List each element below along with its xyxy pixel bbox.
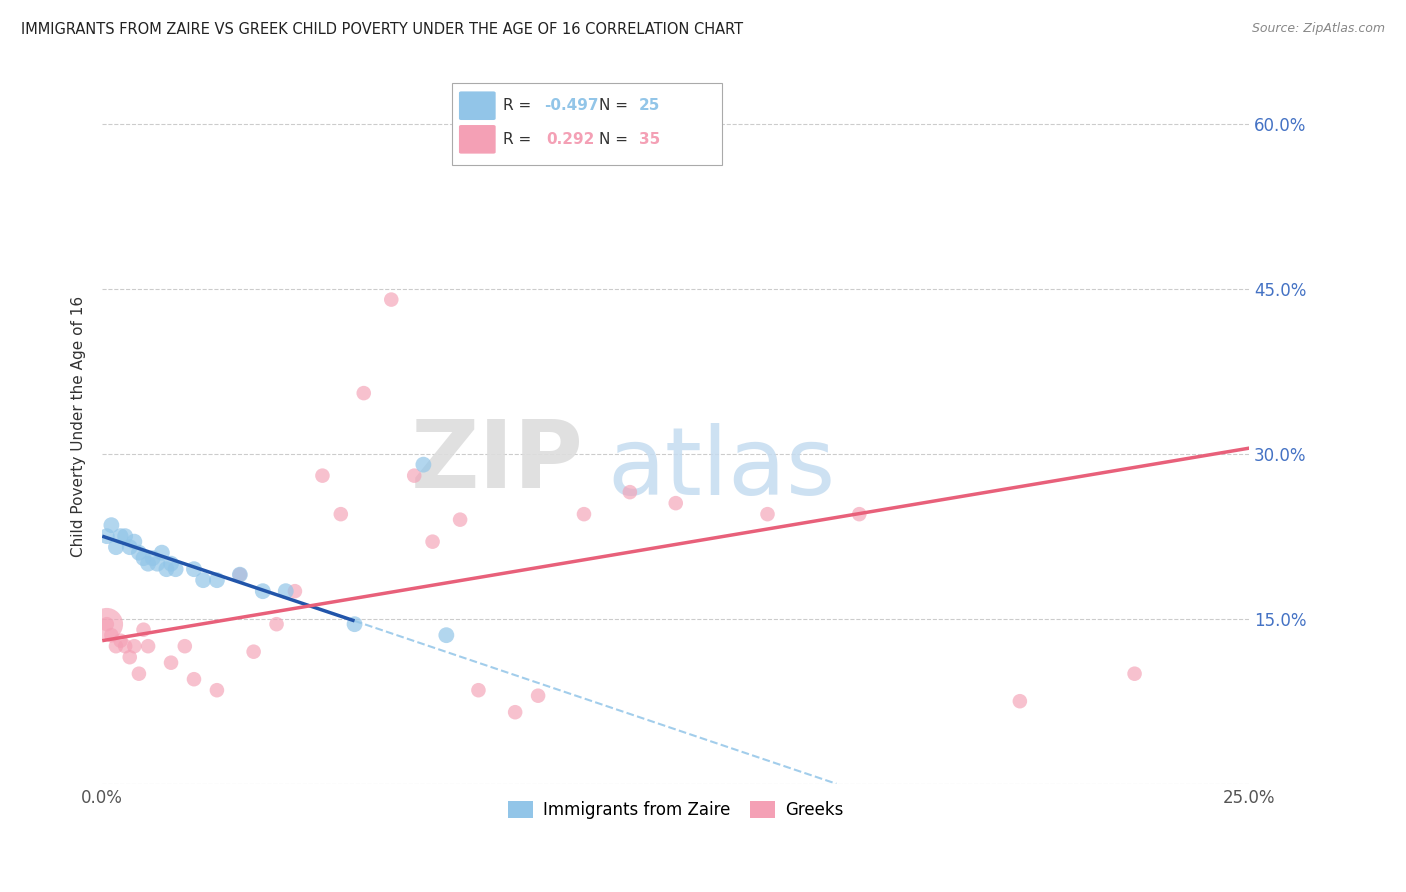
Point xyxy=(229,567,252,582)
Point xyxy=(1008,694,1031,708)
Point xyxy=(132,551,155,566)
Point xyxy=(284,584,307,599)
Point xyxy=(434,628,457,642)
Point xyxy=(150,546,173,560)
Point xyxy=(142,551,165,566)
Text: 25: 25 xyxy=(640,98,661,113)
Point xyxy=(104,540,127,554)
Point xyxy=(619,485,641,500)
Point xyxy=(266,617,288,632)
Point xyxy=(404,468,426,483)
Point xyxy=(503,705,526,719)
Point xyxy=(132,623,155,637)
Text: N =: N = xyxy=(599,98,633,113)
Point xyxy=(412,458,434,472)
Point xyxy=(1123,666,1146,681)
Point xyxy=(422,534,444,549)
Point xyxy=(110,633,132,648)
Point xyxy=(110,529,132,543)
Point xyxy=(205,683,228,698)
Point xyxy=(100,628,122,642)
Text: atlas: atlas xyxy=(607,423,835,515)
Point xyxy=(114,639,136,653)
Point xyxy=(146,557,169,571)
Point xyxy=(173,639,195,653)
Text: ZIP: ZIP xyxy=(411,416,583,508)
Point xyxy=(343,617,366,632)
Point xyxy=(756,507,779,521)
Point xyxy=(205,573,228,587)
Point xyxy=(848,507,870,521)
Point xyxy=(274,584,297,599)
Point xyxy=(104,639,127,653)
FancyBboxPatch shape xyxy=(458,125,496,153)
Point xyxy=(114,529,136,543)
Point xyxy=(124,534,146,549)
Text: Source: ZipAtlas.com: Source: ZipAtlas.com xyxy=(1251,22,1385,36)
Point xyxy=(118,650,141,665)
Legend: Immigrants from Zaire, Greeks: Immigrants from Zaire, Greeks xyxy=(501,794,851,825)
Point xyxy=(96,529,118,543)
Point xyxy=(128,666,150,681)
Point xyxy=(527,689,550,703)
Point xyxy=(160,656,183,670)
FancyBboxPatch shape xyxy=(453,83,721,165)
Point xyxy=(100,518,122,533)
Point xyxy=(128,546,150,560)
Point xyxy=(136,557,159,571)
Point xyxy=(183,562,205,576)
Point xyxy=(467,683,489,698)
Text: -0.497: -0.497 xyxy=(544,98,599,113)
Point xyxy=(155,562,177,576)
Text: 35: 35 xyxy=(640,132,661,147)
Point xyxy=(229,567,252,582)
Point xyxy=(572,507,595,521)
Point xyxy=(353,386,375,401)
Text: R =: R = xyxy=(502,132,540,147)
Point xyxy=(124,639,146,653)
Point xyxy=(242,645,264,659)
Point xyxy=(665,496,688,510)
Point xyxy=(160,557,183,571)
Text: 0.292: 0.292 xyxy=(546,132,595,147)
Point xyxy=(165,562,187,576)
Point xyxy=(183,672,205,686)
Point xyxy=(449,513,471,527)
Point xyxy=(380,293,402,307)
FancyBboxPatch shape xyxy=(458,91,496,120)
Point xyxy=(118,540,141,554)
Point xyxy=(96,617,118,632)
Point xyxy=(252,584,274,599)
Point xyxy=(136,639,159,653)
Point xyxy=(191,573,214,587)
Point xyxy=(311,468,333,483)
Y-axis label: Child Poverty Under the Age of 16: Child Poverty Under the Age of 16 xyxy=(72,295,86,557)
Point xyxy=(329,507,352,521)
Point xyxy=(96,617,118,632)
Text: N =: N = xyxy=(599,132,633,147)
Text: IMMIGRANTS FROM ZAIRE VS GREEK CHILD POVERTY UNDER THE AGE OF 16 CORRELATION CHA: IMMIGRANTS FROM ZAIRE VS GREEK CHILD POV… xyxy=(21,22,744,37)
Text: R =: R = xyxy=(502,98,536,113)
